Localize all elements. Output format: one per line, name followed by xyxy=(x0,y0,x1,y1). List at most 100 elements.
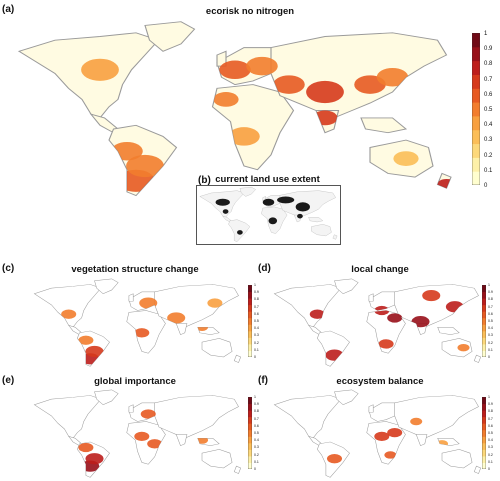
map-c-svg xyxy=(33,278,242,367)
colorbar-tick-label: 0.6 xyxy=(488,423,493,428)
landmass-uk xyxy=(128,404,134,413)
colorbar-tick-label: 0.7 xyxy=(254,416,259,421)
colorbar-segment xyxy=(248,416,252,424)
world-map-local-change xyxy=(270,277,485,370)
colorbar-tick-label: 0.8 xyxy=(484,61,493,68)
land-use-area xyxy=(295,202,310,212)
landmass-africa xyxy=(211,84,295,171)
land-use-area xyxy=(222,209,229,214)
colorbar-tick-label: 0.8 xyxy=(488,409,493,414)
colorbar-segment xyxy=(482,416,486,424)
colorbar-segment xyxy=(248,343,252,351)
panel-c-title: vegetation structure change xyxy=(71,264,199,275)
colorbar-tick-label: 0.1 xyxy=(488,347,493,352)
landmass-india xyxy=(415,434,428,446)
colorbar-segment xyxy=(248,423,252,431)
colorbar-segment xyxy=(248,311,252,319)
risk-hotspot xyxy=(376,67,409,87)
colorbar-tick-label: 0.2 xyxy=(254,340,259,345)
risk-hotspot xyxy=(273,75,305,94)
colorbar-tick-label: 0.3 xyxy=(254,445,259,450)
colorbar-tick-label: 0.1 xyxy=(484,167,493,174)
colorbar-segment xyxy=(482,324,486,332)
colorbar-segment xyxy=(472,88,480,103)
colorbar-segment xyxy=(482,317,486,325)
colorbar-d xyxy=(482,285,486,357)
colorbar-tick-label: 0.5 xyxy=(484,107,493,113)
colorbar-segment xyxy=(472,60,480,75)
colorbar-tick-label: 0.5 xyxy=(254,319,259,323)
colorbar-tick-label: 0 xyxy=(254,355,256,359)
colorbar-tick-label: 0.5 xyxy=(488,319,493,323)
colorbar-segment xyxy=(248,442,252,450)
risk-hotspot xyxy=(147,439,163,449)
colorbar-segment xyxy=(248,285,252,293)
colorbar-tick-label: 0.7 xyxy=(488,416,493,421)
colorbar-segment xyxy=(248,291,252,299)
risk-hotspot xyxy=(393,151,419,166)
colorbar-tick-label: 0.2 xyxy=(254,452,259,457)
risk-hotspot xyxy=(387,427,403,438)
colorbar-tick-label: 0.3 xyxy=(254,333,259,338)
risk-hotspot xyxy=(384,451,397,459)
colorbar-segment xyxy=(248,298,252,306)
panel-d-letter: (d) xyxy=(258,263,271,274)
colorbar-segment xyxy=(248,449,252,457)
colorbar-tick-label: 0.4 xyxy=(488,438,493,443)
landmass-uk xyxy=(368,404,374,413)
colorbar-tick-label: 0.1 xyxy=(488,459,493,464)
map-d-svg xyxy=(273,278,482,367)
colorbar-segment xyxy=(482,442,486,450)
risk-hotspot xyxy=(246,56,278,76)
landmass-australia xyxy=(441,449,473,469)
risk-hotspot xyxy=(134,431,150,442)
colorbar-segment xyxy=(248,317,252,325)
landmass-se-asia xyxy=(360,117,408,134)
risk-hotspot xyxy=(312,110,338,126)
colorbar-tick-label: 0.7 xyxy=(488,304,493,309)
colorbar-segment xyxy=(482,337,486,345)
colorbar-segment xyxy=(248,455,252,463)
panel-e-title: global importance xyxy=(94,376,176,387)
colorbar-segment xyxy=(472,33,480,48)
landmass-asia xyxy=(154,395,239,439)
colorbar-segment xyxy=(472,143,480,158)
colorbar-tick-label: 0.6 xyxy=(254,423,259,428)
colorbar-segment xyxy=(482,350,486,357)
risk-hotspot xyxy=(213,92,239,107)
panel-b-title: current land use extent xyxy=(215,174,320,185)
risk-hotspot xyxy=(85,453,104,465)
map-f-svg xyxy=(273,389,482,478)
risk-hotspot xyxy=(139,297,158,309)
landmass-asia xyxy=(270,32,448,119)
colorbar-segment xyxy=(248,403,252,411)
landmass-asia xyxy=(394,395,479,439)
risk-hotspot xyxy=(81,58,119,81)
colorbar-tick-label: 0.2 xyxy=(488,340,493,345)
colorbar-tick-label: 0.9 xyxy=(488,402,493,407)
colorbar-tick-label: 0.6 xyxy=(488,311,493,316)
panel-c-letter: (c) xyxy=(2,263,15,274)
colorbar-segment xyxy=(482,343,486,351)
landmass-north-america xyxy=(273,395,342,439)
colorbar-tick-label: 0.3 xyxy=(488,445,493,450)
panel-a-letter: (a) xyxy=(2,4,15,15)
risk-hotspot xyxy=(411,316,430,328)
colorbar-segment xyxy=(472,115,480,131)
map-b-svg xyxy=(199,186,338,242)
landmass-greenland xyxy=(334,389,359,406)
risk-hotspot xyxy=(140,409,156,419)
risk-hotspot xyxy=(85,345,104,357)
inset-landmass-new-zealand xyxy=(332,234,338,240)
colorbar-segment xyxy=(482,410,486,418)
risk-hotspot xyxy=(387,313,403,323)
colorbar-tick-label: 0.4 xyxy=(254,438,259,443)
colorbar-c xyxy=(248,285,252,357)
colorbar-segment xyxy=(472,157,480,172)
world-map-ecosystem-balance xyxy=(270,388,485,481)
colorbar-segment xyxy=(248,350,252,357)
colorbar-c-svg xyxy=(248,285,252,357)
colorbar-a xyxy=(472,33,480,185)
colorbar-tick-label: 1 xyxy=(254,283,256,287)
land-use-area xyxy=(297,213,303,219)
